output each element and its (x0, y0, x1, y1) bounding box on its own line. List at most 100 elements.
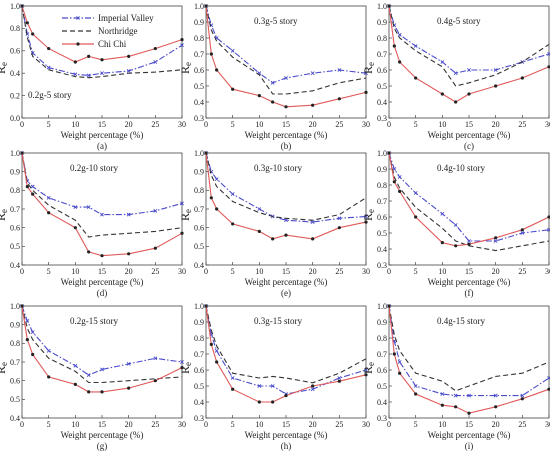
chart-panel-1: 0 5 10 15 20 25 30 0.0 0.2 0.4 0.6 0.8 1.0 Weight per… (0, 2, 186, 151)
data-point (87, 54, 91, 59)
data-point (440, 60, 445, 64)
series-line-imperial-valley (21, 152, 183, 216)
data-point (414, 76, 418, 80)
x-tick-label: 30 (362, 267, 370, 276)
data-point (47, 46, 51, 51)
data-point (520, 228, 524, 232)
x-tick-label: 20 (309, 420, 317, 429)
data-point (547, 227, 550, 232)
data-point (209, 342, 213, 346)
x-tick-label: 20 (492, 120, 500, 129)
data-point (310, 387, 315, 392)
x-tick-label: 20 (492, 267, 500, 276)
y-tick-label: 0.8 (194, 186, 204, 195)
panel-title: 0.2g-10 story (70, 163, 118, 173)
x-axis-label: Weight percentage (%) (245, 130, 328, 140)
x-tick-label: 5 (47, 120, 51, 129)
data-point (547, 215, 550, 219)
y-tick-label: 0.3 (377, 261, 387, 270)
data-point (215, 207, 219, 211)
data-point (337, 97, 341, 101)
legend: Imperial Valley Northridge Chi Chi (62, 13, 154, 49)
data-point (453, 223, 458, 227)
data-point (398, 60, 402, 64)
data-point (86, 73, 91, 78)
y-tick-label: 0.5 (194, 382, 204, 391)
data-point (46, 195, 51, 200)
y-tick-label: 0.5 (377, 82, 387, 91)
data-point (311, 237, 315, 241)
panel-title: 0.2g-5 story (28, 90, 72, 100)
panel-letter: (c) (464, 141, 474, 151)
data-point (180, 43, 184, 48)
x-tick-label: 20 (125, 420, 133, 429)
chart-panel-5: 0 5 10 15 20 25 30 0.4 0.5 0.6 0.7 0.8 0.9 1.0 Weight … (178, 149, 370, 298)
data-point (127, 386, 131, 390)
data-point (364, 90, 368, 94)
y-tick-label: 0.4 (377, 98, 387, 107)
data-point (257, 94, 261, 98)
data-point (231, 222, 235, 226)
y-tick-label: 0.8 (377, 181, 387, 190)
x-tick-label: 10 (71, 267, 79, 276)
x-tick-label: 30 (178, 120, 186, 129)
data-point (230, 376, 235, 380)
y-tick-label: 0.0 (10, 114, 20, 123)
panel-title: 0.2g-15 story (70, 316, 118, 326)
y-tick-label: 0.7 (377, 197, 387, 206)
x-tick-label: 5 (414, 267, 418, 276)
data-point (392, 44, 396, 48)
x-tick-label: 25 (335, 120, 343, 129)
chart-panel-4: 0 5 10 15 20 25 30 0.4 0.5 0.6 0.7 0.8 0.9 1.0 Weight … (0, 149, 186, 298)
y-tick-label: 0.9 (194, 318, 204, 327)
data-point (467, 92, 471, 96)
x-tick-label: 30 (362, 120, 370, 129)
series-line-imperial-valley (388, 305, 550, 397)
x-tick-label: 0 (204, 267, 208, 276)
data-point (86, 205, 91, 210)
data-point (126, 69, 131, 73)
data-point (73, 205, 78, 210)
y-tick-label: 0.8 (377, 34, 387, 43)
x-tick-label: 10 (438, 120, 446, 129)
x-tick-label: 0 (387, 120, 391, 129)
y-tick-label: 0.9 (377, 165, 387, 174)
data-point (547, 52, 550, 56)
data-point (73, 363, 78, 368)
data-point (271, 100, 275, 104)
data-point (180, 201, 184, 206)
series-line-northridge (21, 5, 183, 79)
y-tick-label: 0.9 (377, 18, 387, 27)
data-point (547, 387, 550, 391)
y-tick-label: 0.8 (10, 24, 20, 33)
x-tick-label: 30 (362, 420, 370, 429)
data-point (440, 403, 444, 407)
y-tick-label: 1.0 (10, 149, 20, 158)
data-point (46, 348, 51, 353)
y-tick-label: 0.6 (10, 47, 20, 56)
x-tick-label: 15 (465, 120, 473, 129)
data-point (364, 368, 368, 372)
y-axis-label: Re (178, 362, 193, 374)
x-tick-label: 25 (518, 267, 526, 276)
data-point (214, 348, 219, 353)
data-point (413, 44, 418, 48)
y-axis-label: Re (361, 62, 376, 74)
data-point (453, 71, 458, 76)
x-tick-label: 5 (231, 120, 235, 129)
data-point (392, 180, 396, 184)
data-point (364, 214, 368, 219)
panel-title: 0.3g-10 story (254, 163, 302, 173)
x-tick-label: 5 (231, 267, 235, 276)
data-point (397, 32, 402, 37)
data-point (20, 4, 24, 8)
panel-letter: (b) (281, 141, 292, 151)
data-point (73, 72, 78, 77)
x-tick-label: 20 (309, 267, 317, 276)
data-point (493, 68, 498, 72)
data-point (25, 338, 29, 342)
data-point (520, 231, 525, 235)
y-tick-label: 0.6 (10, 223, 20, 232)
data-point (413, 191, 418, 195)
series-line-chi-chi (205, 152, 367, 240)
